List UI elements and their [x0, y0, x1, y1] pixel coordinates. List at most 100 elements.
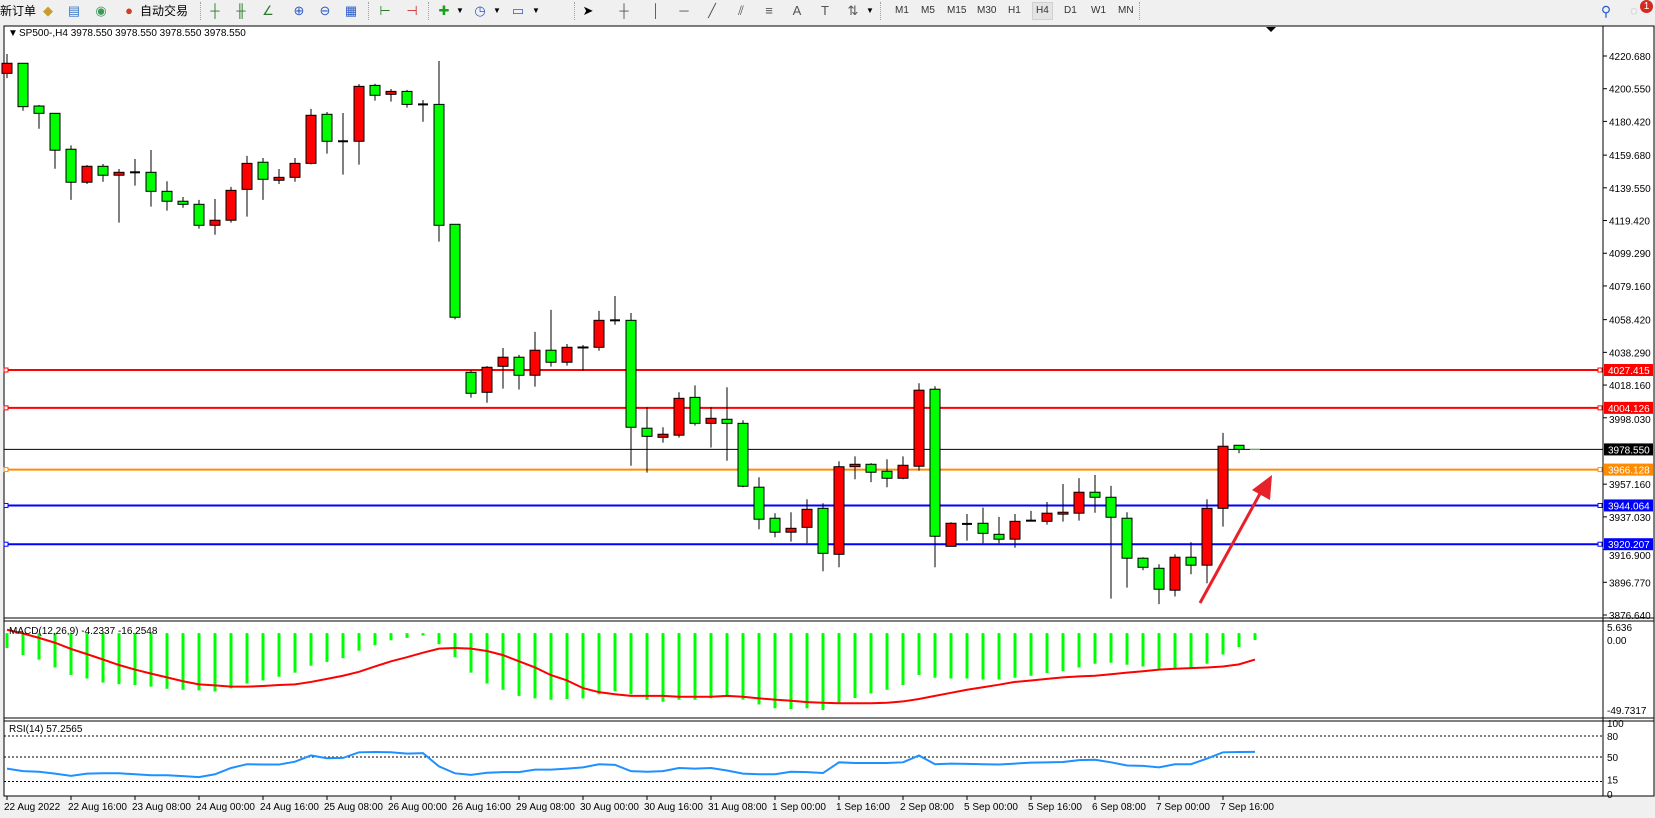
timeframe-m15[interactable]: M15 — [947, 5, 967, 16]
price-line-label: 3920.207 — [1608, 540, 1650, 551]
date-label: 30 Aug 16:00 — [644, 802, 703, 813]
candle-body — [657, 433, 669, 438]
new-chart-icon[interactable]: ✚ — [438, 3, 450, 18]
zoom-in-icon[interactable]: ⊕ — [293, 3, 305, 18]
crosshair-icon[interactable]: ┼ — [619, 3, 629, 18]
candle-body — [433, 103, 445, 226]
date-label: 24 Aug 16:00 — [260, 802, 319, 813]
fibonacci-icon[interactable]: ≡ — [765, 3, 773, 18]
bar-chart-icon[interactable]: ┼ — [210, 3, 220, 18]
vertical-line-icon[interactable]: │ — [651, 3, 661, 18]
candle-body — [81, 165, 93, 183]
candle — [689, 385, 701, 426]
candlestick-icon[interactable]: ╫ — [236, 3, 246, 18]
chat-icon[interactable]: ◌ — [1630, 3, 1638, 18]
candle-body — [1, 62, 13, 74]
chevron-down-icon[interactable]: ▼ — [493, 6, 501, 15]
price-tick-label: 3916.900 — [1609, 551, 1651, 562]
auto-trading-icon[interactable]: ● — [125, 3, 133, 18]
candle-body — [385, 90, 397, 95]
new-order-button[interactable]: 新订单 — [0, 4, 37, 18]
arrows-icon[interactable]: ⇅ — [847, 3, 859, 18]
price-pane — [1, 54, 1603, 605]
candle — [705, 407, 717, 448]
chevron-down-icon[interactable]: ▼ — [866, 6, 874, 15]
notification-badge[interactable]: 1 — [1640, 0, 1653, 13]
zoom-out-icon[interactable]: ⊖ — [319, 3, 331, 18]
toolbar-separator — [368, 2, 369, 20]
timeframe-mn[interactable]: MN — [1118, 5, 1134, 16]
price-tick-label: 4038.290 — [1609, 348, 1651, 359]
candle-body — [1233, 444, 1245, 450]
price-tick-label: 4018.160 — [1609, 381, 1651, 392]
candle — [225, 186, 237, 223]
price-tick-label: 4200.550 — [1609, 85, 1651, 96]
candle — [1169, 554, 1181, 597]
timeframe-h1[interactable]: H1 — [1008, 5, 1021, 16]
chevron-down-icon[interactable]: ▼ — [532, 6, 540, 15]
timeframe-m1[interactable]: M1 — [895, 5, 909, 16]
candle — [657, 427, 669, 443]
equidistant-channel-icon[interactable]: ⫽ — [738, 3, 744, 18]
cursor-icon[interactable]: ➤ — [582, 3, 594, 18]
candle — [545, 309, 557, 367]
current-price-label: 3978.550 — [1608, 445, 1650, 456]
candle-body — [1217, 445, 1229, 509]
periods-icon[interactable]: ◷ — [474, 3, 486, 18]
timeframe-m5[interactable]: M5 — [921, 5, 935, 16]
candle-body — [97, 165, 109, 176]
timeframe-h4[interactable]: H4 — [1032, 2, 1053, 20]
auto-scroll-icon[interactable]: ⊣ — [406, 3, 418, 18]
price-tick-label: 3998.030 — [1609, 415, 1651, 426]
trendline-icon[interactable]: ╱ — [708, 3, 716, 18]
text-icon[interactable]: A — [792, 3, 802, 18]
candle-body — [593, 319, 605, 348]
candle — [737, 420, 749, 488]
candle — [385, 88, 397, 102]
candle — [465, 370, 477, 398]
candle — [1201, 499, 1213, 584]
price-line-label-box — [1604, 463, 1653, 476]
candle — [49, 112, 61, 169]
templates-icon[interactable]: ▭ — [511, 3, 525, 18]
date-label: 25 Aug 08:00 — [324, 802, 383, 813]
chevron-down-icon[interactable]: ▼ — [456, 6, 464, 15]
text-label-icon[interactable]: T — [821, 3, 829, 18]
chart-shift-marker-icon[interactable] — [1266, 27, 1276, 32]
candle — [721, 387, 733, 461]
date-label: 5 Sep 16:00 — [1028, 802, 1082, 813]
candle — [801, 499, 813, 544]
search-icon[interactable]: ⚲ — [1600, 3, 1612, 19]
navigator-icon[interactable]: ◉ — [95, 3, 107, 18]
market-watch-icon[interactable]: ◆ — [43, 3, 53, 18]
candle-body — [193, 203, 205, 226]
timeframe-w1[interactable]: W1 — [1091, 5, 1106, 16]
timeframe-d1[interactable]: D1 — [1064, 5, 1077, 16]
date-label: 2 Sep 08:00 — [900, 802, 954, 813]
horizontal-line-icon[interactable]: ─ — [679, 3, 689, 18]
chart-window[interactable]: 4220.680 4200.550 4180.420 4159.680 4139.550… — [0, 22, 1655, 818]
tile-windows-icon[interactable]: ▦ — [344, 3, 358, 18]
candle — [321, 112, 333, 154]
timeframe-m30[interactable]: M30 — [977, 5, 997, 16]
line-chart-icon[interactable]: ∠ — [262, 3, 274, 18]
candle — [353, 84, 365, 165]
date-label: 1 Sep 16:00 — [836, 802, 890, 813]
chart-shift-icon[interactable]: ⊢ — [379, 3, 391, 18]
price-tick-label: 4220.680 — [1609, 52, 1651, 63]
auto-trading-button[interactable]: 自动交易 — [140, 4, 189, 18]
candle-body — [561, 346, 573, 363]
price-line-label-box — [1604, 538, 1653, 551]
current-price-label-box — [1604, 443, 1653, 456]
candle — [561, 344, 573, 366]
symbol-header-arrow-icon[interactable]: ▼ — [8, 28, 18, 39]
candle-body — [1201, 507, 1213, 566]
macd-tick-label: 0.00 — [1607, 636, 1627, 647]
candle — [33, 105, 45, 129]
candle-body — [273, 176, 285, 181]
data-window-icon[interactable]: ▤ — [67, 3, 81, 18]
candle-body — [673, 397, 685, 436]
candle — [577, 345, 589, 371]
candle — [289, 158, 301, 182]
candle-body — [721, 418, 733, 424]
